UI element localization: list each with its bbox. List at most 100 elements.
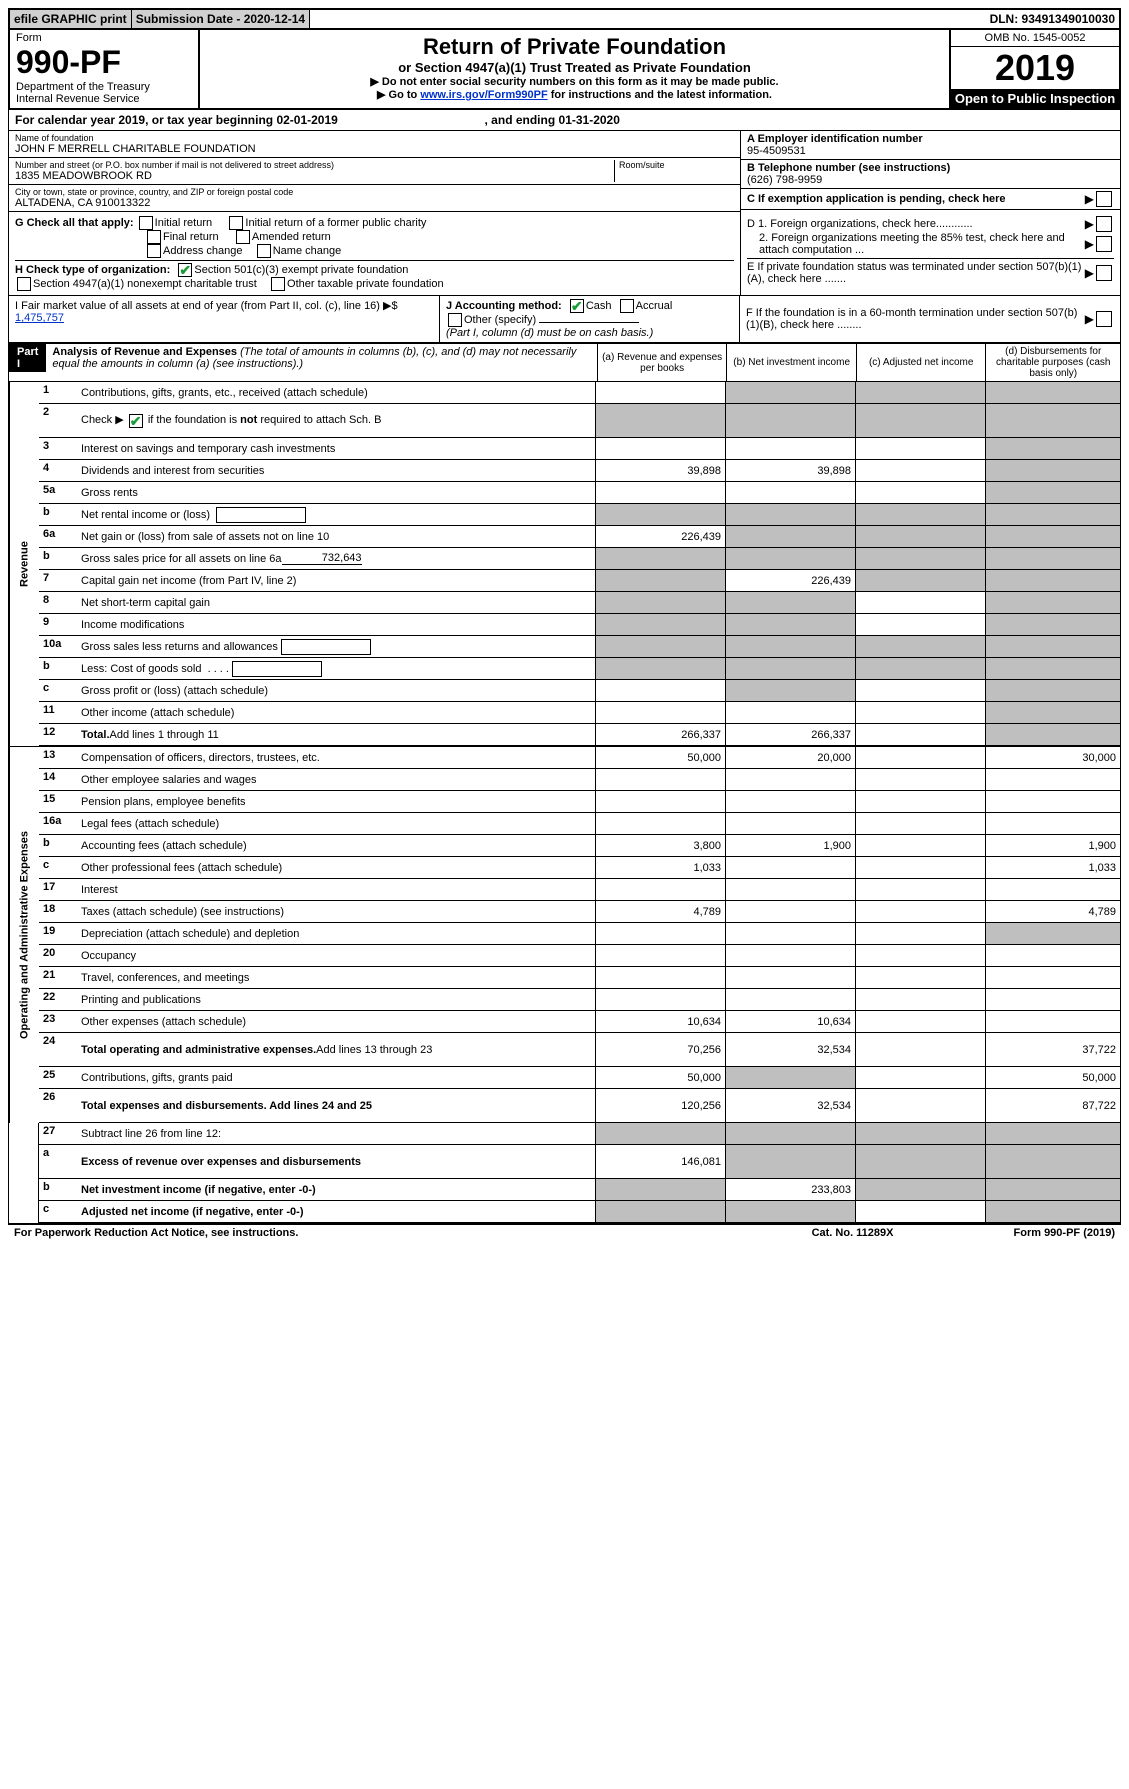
form-subtitle: or Section 4947(a)(1) Trust Treated as P… [208,60,941,75]
arrow-icon: ▶ [1085,217,1094,231]
expenses-section: Operating and Administrative Expenses 13… [8,746,1121,1123]
col-a-header: (a) Revenue and expenses per books [597,344,727,381]
form-label: Form [16,32,192,44]
line-4-b: 39,898 [725,460,855,481]
cal-end: , and ending 01-31-2020 [485,113,620,127]
dept-irs: Internal Revenue Service [16,93,192,105]
chk-initial-former[interactable] [229,216,243,230]
line-22: Printing and publications [77,989,595,1010]
addr-label: Number and street (or P.O. box number if… [15,160,614,170]
tax-year: 2019 [951,47,1119,89]
paperwork-notice: For Paperwork Reduction Act Notice, see … [14,1227,298,1239]
exemption-checkbox[interactable] [1096,191,1112,207]
chk-f[interactable] [1096,311,1112,327]
chk-d1[interactable] [1096,216,1112,232]
net-section: 27Subtract line 26 from line 12: aExcess… [8,1123,1121,1225]
cal-begin: For calendar year 2019, or tax year begi… [15,113,338,127]
line-12-a: 266,337 [595,724,725,745]
line-16a: Legal fees (attach schedule) [77,813,595,834]
line-24-b: 32,534 [725,1033,855,1066]
j-note: (Part I, column (d) must be on cash basi… [446,327,653,339]
line-17: Interest [77,879,595,900]
dln: DLN: 93491349010030 [986,10,1119,28]
form-title: Return of Private Foundation [208,34,941,60]
instr-link: ▶ Go to www.irs.gov/Form990PF for instru… [208,88,941,101]
lbl-initial: Initial return [155,217,212,229]
line-13-a: 50,000 [595,747,725,768]
line-6b-val: 732,643 [282,552,362,565]
line-27a-a: 146,081 [595,1145,725,1178]
chk-address[interactable] [147,244,161,258]
line-16b-d: 1,900 [985,835,1120,856]
line-25-a: 50,000 [595,1067,725,1088]
line-14: Other employee salaries and wages [77,769,595,790]
line-16c-d: 1,033 [985,857,1120,878]
line-27: Subtract line 26 from line 12: [77,1123,595,1144]
line-18-d: 4,789 [985,901,1120,922]
form-ref: Form 990-PF (2019) [1014,1227,1116,1239]
d2-label: 2. Foreign organizations meeting the 85%… [747,232,1085,256]
efile-print-button[interactable]: efile GRAPHIC print [10,10,132,28]
name-label: Name of foundation [15,133,734,143]
irs-link[interactable]: www.irs.gov/Form990PF [420,89,547,101]
chk-amended[interactable] [236,230,250,244]
city-label: City or town, state or province, country… [15,187,734,197]
lbl-address: Address change [163,245,243,257]
line-13-d: 30,000 [985,747,1120,768]
section-i-j-f: I Fair market value of all assets at end… [8,296,1121,343]
line-26-b: 32,534 [725,1089,855,1122]
line-24-a: 70,256 [595,1033,725,1066]
chk-other-tax[interactable] [271,277,285,291]
line-12: Total. Add lines 1 through 11 [77,724,595,745]
chk-schb[interactable] [129,414,143,428]
top-bar: efile GRAPHIC print Submission Date - 20… [8,8,1121,30]
arrow-icon: ▶ [1085,266,1094,280]
lbl-initial-former: Initial return of a former public charit… [245,217,426,229]
line-13: Compensation of officers, directors, tru… [77,747,595,768]
line-1: Contributions, gifts, grants, etc., rece… [77,382,595,403]
line-23-a: 10,634 [595,1011,725,1032]
lbl-501c3: Section 501(c)(3) exempt private foundat… [194,264,408,276]
chk-e[interactable] [1096,265,1112,281]
j-label: J Accounting method: [446,300,562,312]
ein-value: 95-4509531 [747,145,1114,157]
chk-4947[interactable] [17,277,31,291]
line-25-d: 50,000 [985,1067,1120,1088]
line-23: Other expenses (attach schedule) [77,1011,595,1032]
line-23-b: 10,634 [725,1011,855,1032]
chk-501c3[interactable] [178,263,192,277]
line-24: Total operating and administrative expen… [77,1033,595,1066]
line-27b: Net investment income (if negative, ente… [77,1179,595,1200]
chk-other-method[interactable] [448,313,462,327]
lbl-other-method: Other (specify) [464,314,536,326]
part1-label: Part I [9,344,46,372]
line-16b-b: 1,900 [725,835,855,856]
col-b-header: (b) Net investment income [726,344,856,381]
phone-label: B Telephone number (see instructions) [747,162,1114,174]
i-value[interactable]: 1,475,757 [15,312,64,324]
omb-number: OMB No. 1545-0052 [951,30,1119,47]
line-27b-b: 233,803 [725,1179,855,1200]
line-11: Other income (attach schedule) [77,702,595,723]
lbl-accrual: Accrual [636,300,673,312]
line-2: Check ▶ if the foundation is not require… [77,404,595,437]
line-16c: Other professional fees (attach schedule… [77,857,595,878]
chk-name[interactable] [257,244,271,258]
line-16b-a: 3,800 [595,835,725,856]
part1-header: Part I Analysis of Revenue and Expenses … [8,343,1121,382]
h-label: H Check type of organization: [15,264,170,276]
lbl-4947: Section 4947(a)(1) nonexempt charitable … [33,278,257,290]
foundation-name: JOHN F MERRELL CHARITABLE FOUNDATION [15,143,734,155]
chk-initial[interactable] [139,216,153,230]
line-5a: Gross rents [77,482,595,503]
chk-final[interactable] [147,230,161,244]
ein-label: A Employer identification number [747,133,1114,145]
chk-d2[interactable] [1096,236,1112,252]
exemption-label: C If exemption application is pending, c… [747,193,1085,205]
section-g-h: G Check all that apply: Initial return I… [8,212,1121,296]
line-26-d: 87,722 [985,1089,1120,1122]
line-21: Travel, conferences, and meetings [77,967,595,988]
lbl-amended: Amended return [252,231,331,243]
chk-accrual[interactable] [620,299,634,313]
chk-cash[interactable] [570,299,584,313]
